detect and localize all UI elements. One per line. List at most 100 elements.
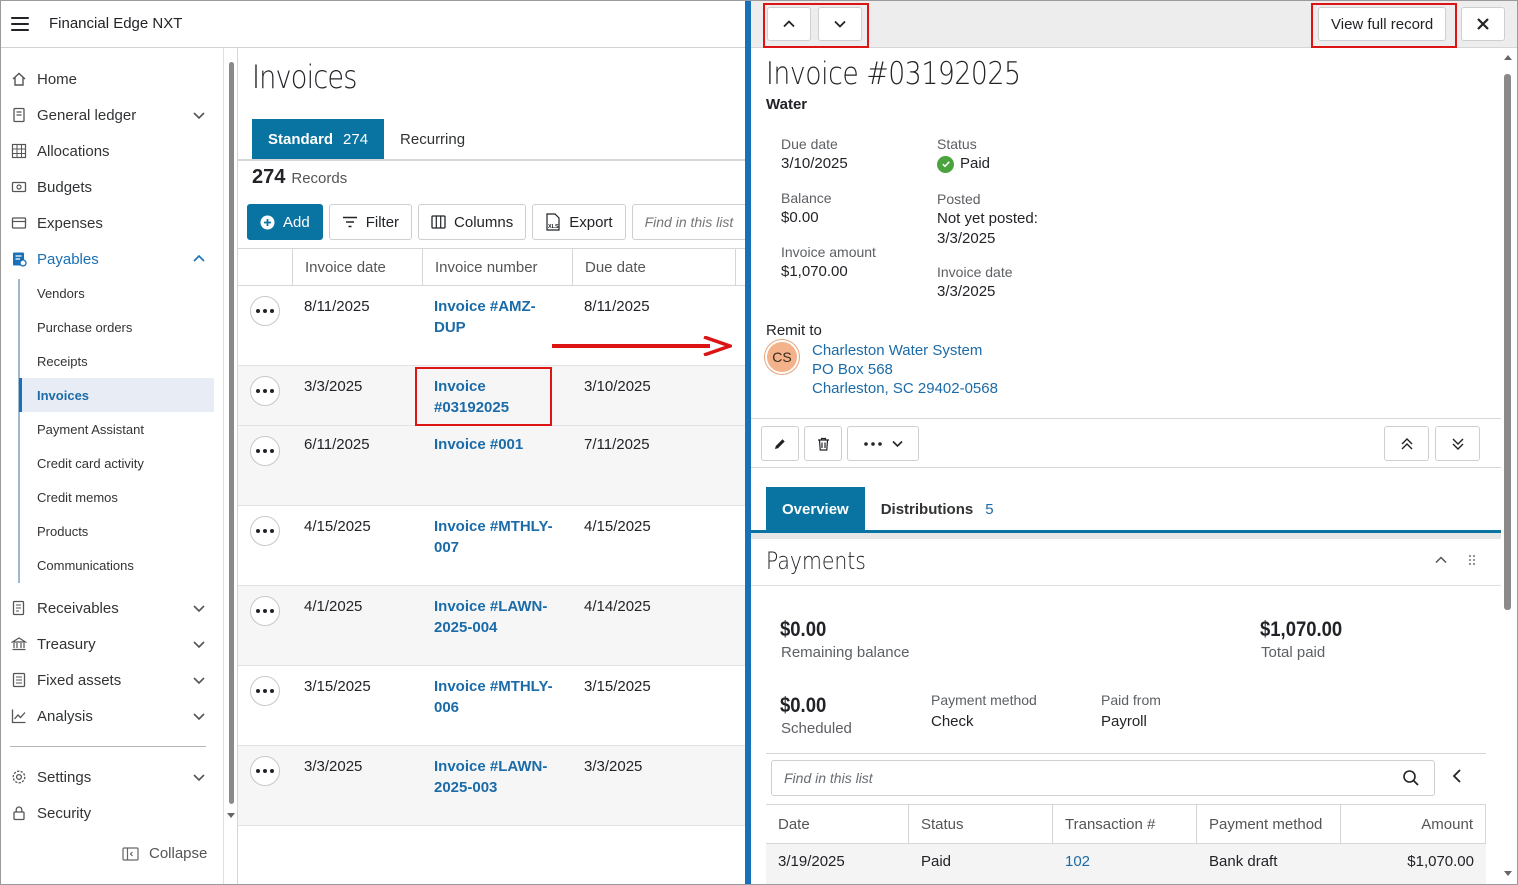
transaction-link[interactable]: 102 <box>1065 853 1091 870</box>
invoice-link[interactable]: Invoice #AMZ-DUP <box>434 298 536 336</box>
sidebar-item-fixed-assets[interactable]: Fixed assets <box>0 662 224 698</box>
sidebar-scrollbar[interactable] <box>229 62 234 804</box>
row-more-button[interactable] <box>250 596 280 626</box>
export-button[interactable]: XLS Export <box>532 204 626 240</box>
sidebar-subitem-credit-memos[interactable]: Credit memos <box>37 489 118 505</box>
edit-button[interactable] <box>761 426 799 461</box>
sidebar-subitem-receipts[interactable]: Receipts <box>37 353 88 369</box>
chevron-left-icon[interactable] <box>1451 768 1463 784</box>
row-more-button[interactable] <box>250 676 280 706</box>
delete-button[interactable] <box>804 426 842 461</box>
sidebar-item-security[interactable]: Security <box>0 795 224 831</box>
table-row[interactable]: 3/15/2025 Invoice #MTHLY-006 3/15/2025 <box>238 666 746 746</box>
column-header-date[interactable]: Date <box>778 816 810 833</box>
next-record-button[interactable] <box>818 7 862 41</box>
sidebar-subitem-invoices[interactable]: Invoices <box>19 378 214 412</box>
tab-distributions[interactable]: Distributions 5 <box>880 500 994 518</box>
collapse-button[interactable]: Collapse <box>122 845 207 862</box>
invoice-link[interactable]: Invoice #LAWN-2025-003 <box>434 758 548 796</box>
column-header-payment-method[interactable]: Payment method <box>1196 805 1340 844</box>
column-header-invoice-number[interactable]: Invoice number <box>422 249 572 286</box>
columns-icon <box>431 215 446 229</box>
row-more-button[interactable] <box>250 516 280 546</box>
address-line-2[interactable]: Charleston, SC 29402-0568 <box>812 380 998 397</box>
sidebar-item-expenses[interactable]: Expenses <box>0 205 224 241</box>
collapse-all-button[interactable] <box>1435 426 1480 461</box>
sidebar-item-home[interactable]: Home <box>0 61 224 97</box>
chevron-down-icon[interactable] <box>192 673 206 687</box>
list-tabs: Standard 274 Recurring <box>252 119 481 159</box>
panel-scrollbar[interactable] <box>1504 74 1511 610</box>
sidebar-subitem-products[interactable]: Products <box>37 523 89 539</box>
sidebar-item-receivables[interactable]: Receivables <box>0 590 224 626</box>
scroll-down-icon[interactable] <box>227 813 235 818</box>
column-header-transaction[interactable]: Transaction # <box>1052 805 1196 844</box>
search-icon[interactable] <box>1402 769 1420 787</box>
payments-section-title: Payments <box>766 547 866 575</box>
sidebar-item-analysis[interactable]: Analysis <box>0 698 224 734</box>
sidebar-item-payables[interactable]: Payables <box>0 241 224 277</box>
row-more-button[interactable] <box>250 376 280 406</box>
record-count: 274 Records <box>252 166 348 188</box>
invoice-link[interactable]: Invoice #MTHLY-006 <box>434 678 553 716</box>
row-more-button[interactable] <box>250 296 280 326</box>
sidebar-item-settings[interactable]: Settings <box>0 759 224 795</box>
sidebar-subitem-purchase-orders[interactable]: Purchase orders <box>37 319 133 335</box>
sidebar-subitem-payment-assistant[interactable]: Payment Assistant <box>37 421 144 437</box>
sidebar-subitem-credit-card-activity[interactable]: Credit card activity <box>37 455 144 471</box>
table-row[interactable]: 6/11/2025 Invoice #001 7/11/2025 <box>238 426 746 506</box>
chevron-down-icon[interactable] <box>192 108 206 122</box>
chevron-down-icon[interactable] <box>192 770 206 784</box>
chevron-up-icon[interactable] <box>192 252 206 266</box>
table-row[interactable]: 8/11/2025 Invoice #AMZ-DUP 8/11/2025 <box>238 286 746 366</box>
filter-button[interactable]: Filter <box>328 204 413 240</box>
address-line-1[interactable]: PO Box 568 <box>812 361 893 378</box>
row-more-button[interactable] <box>250 436 280 466</box>
sidebar-item-treasury[interactable]: Treasury <box>0 626 224 662</box>
sidebar-item-general-ledger[interactable]: General ledger <box>0 97 224 133</box>
column-header-invoice-date[interactable]: Invoice date <box>292 249 422 286</box>
double-chevron-up-icon <box>1401 437 1412 449</box>
chevron-down-icon[interactable] <box>192 637 206 651</box>
close-panel-button[interactable] <box>1461 7 1505 41</box>
chevron-down-icon[interactable] <box>192 601 206 615</box>
column-header-amount[interactable]: Amount <box>1340 805 1486 844</box>
previous-record-button[interactable] <box>767 7 811 41</box>
find-in-list-input[interactable] <box>631 204 746 240</box>
chevron-up-icon[interactable] <box>1435 556 1447 564</box>
expand-all-button[interactable] <box>1384 426 1429 461</box>
column-header-due-date[interactable]: Due date <box>572 249 735 286</box>
invoice-link[interactable]: Invoice #MTHLY-007 <box>434 518 553 556</box>
table-row[interactable]: 3/3/2025 Invoice #LAWN-2025-003 3/3/2025 <box>238 746 746 826</box>
payments-search-divider <box>766 753 1486 754</box>
add-button[interactable]: Add <box>247 204 323 240</box>
sidebar-subitem-vendors[interactable]: Vendors <box>37 285 85 301</box>
vendor-name-link[interactable]: Charleston Water System <box>812 342 983 359</box>
more-actions-dropdown[interactable] <box>847 426 919 461</box>
columns-button[interactable]: Columns <box>418 204 527 240</box>
table-row[interactable]: 3/3/2025 Invoice #03192025 3/10/2025 <box>238 366 746 426</box>
drag-handle-icon[interactable] <box>1468 554 1476 566</box>
sidebar-subitem-communications[interactable]: Communications <box>37 557 134 573</box>
column-header-status[interactable]: Status <box>908 805 1052 844</box>
tab-standard[interactable]: Standard 274 <box>252 119 385 159</box>
invoice-link[interactable]: Invoice #03192025 <box>434 378 510 416</box>
view-full-record-button[interactable]: View full record <box>1318 7 1447 41</box>
scroll-down-icon[interactable] <box>1504 871 1512 876</box>
payments-search-input[interactable]: Find in this list <box>771 760 1435 796</box>
panel-resize-handle[interactable] <box>745 0 751 885</box>
chevron-down-icon[interactable] <box>192 709 206 723</box>
tab-recurring[interactable]: Recurring <box>400 130 466 148</box>
table-row[interactable]: 4/1/2025 Invoice #LAWN-2025-004 4/14/202… <box>238 586 746 666</box>
menu-icon[interactable] <box>11 16 29 31</box>
table-row[interactable]: 3/19/2025 Paid 102 Bank draft $1,070.00 <box>766 844 1486 884</box>
table-row[interactable]: 4/15/2025 Invoice #MTHLY-007 4/15/2025 <box>238 506 746 586</box>
tab-overview[interactable]: Overview <box>766 487 865 531</box>
invoice-link[interactable]: Invoice #LAWN-2025-004 <box>434 598 548 636</box>
row-more-button[interactable] <box>250 756 280 786</box>
sidebar-item-budgets[interactable]: Budgets <box>0 169 224 205</box>
submenu-line <box>18 279 20 583</box>
sidebar-item-allocations[interactable]: Allocations <box>0 133 224 169</box>
scroll-up-icon[interactable] <box>1504 55 1512 60</box>
invoice-link[interactable]: Invoice #001 <box>434 436 524 453</box>
